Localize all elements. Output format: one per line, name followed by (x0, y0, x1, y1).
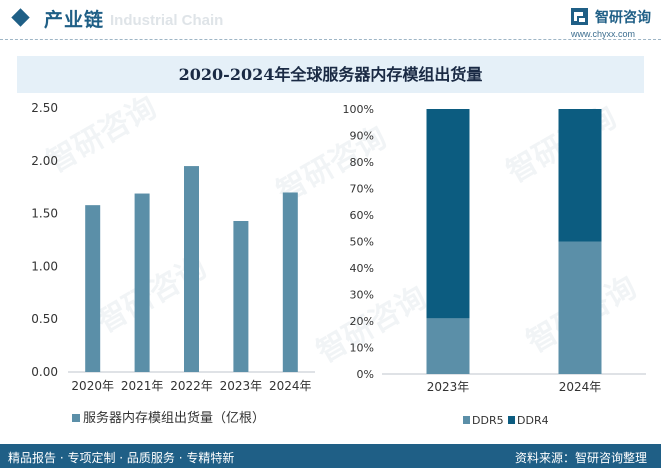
legend-swatch-ddr5 (463, 416, 470, 424)
page-footer: 精品报告 · 专项定制 · 品质服务 · 专精特新 资料来源：智研咨询整理 (0, 444, 661, 468)
y-tick-label: 1.00 (31, 259, 58, 273)
y-tick-label: 2.00 (31, 154, 58, 168)
chart-title-banner: 2020-2024年全球服务器内存模组出货量 (17, 56, 644, 93)
watermark-en: Industrial Chain (110, 12, 224, 29)
y-tick-label: 1.50 (31, 207, 58, 221)
bar-ddr5-2 (558, 241, 602, 374)
y-tick-label: 50% (350, 236, 374, 249)
y-tick-label: 60% (350, 209, 374, 222)
y-tick-label: 100% (343, 103, 374, 116)
brand-url[interactable]: www.chyxx.com (571, 29, 636, 39)
y-tick-label: 2.50 (31, 101, 58, 115)
x-tick-label: 2020年 (71, 379, 114, 393)
bar-1 (85, 205, 101, 372)
bar-3 (184, 166, 199, 372)
legend-label: 服务器内存模组出货量（亿根） (83, 410, 265, 426)
shipment-bar-chart: 0.00 0.50 1.00 1.50 2.00 2.50 2020年 2021年 2022年 2… (31, 101, 315, 426)
footer-source: 资料来源：智研咨询整理 (514, 451, 647, 465)
y-tick-label: 0.50 (31, 312, 58, 326)
x-tick-label: 2022年 (170, 379, 213, 393)
ddr-share-stacked-chart: 0% 10% 20% 30% 40% 50% 60% 70% 80% 90% 100% 2023年 20… (343, 103, 646, 427)
x-tick-label: 2023年 (427, 380, 470, 394)
x-tick-label: 2024年 (559, 380, 602, 394)
brand-logo-icon (571, 8, 588, 25)
bar-4 (233, 220, 249, 372)
bar-5 (282, 192, 298, 372)
y-tick-label: 90% (350, 130, 374, 143)
bar-ddr4-1 (426, 109, 470, 319)
bar-2 (134, 193, 150, 372)
y-tick-label: 0.00 (31, 365, 58, 379)
chart-title: 2020-2024年全球服务器内存模组出货量 (178, 65, 483, 84)
bar-ddr4-2 (558, 109, 602, 242)
brand-name: 智研咨询 (595, 10, 651, 26)
section-title: 产业链 (44, 9, 105, 31)
y-tick-label: 0% (357, 368, 374, 381)
y-tick-label: 20% (350, 315, 374, 328)
legend-label-ddr4: DDR4 (517, 414, 549, 427)
header-divider (0, 39, 661, 40)
y-tick-label: 40% (350, 262, 374, 275)
x-tick-label: 2021年 (121, 379, 164, 393)
x-tick-label: 2023年 (220, 379, 263, 393)
y-tick-label: 30% (350, 289, 374, 302)
x-tick-label: 2024年 (269, 379, 312, 393)
legend-label-ddr5: DDR5 (472, 414, 504, 427)
legend-swatch-ddr4 (508, 416, 515, 424)
y-tick-label: 80% (350, 156, 374, 169)
diamond-icon (11, 8, 30, 27)
footer-tagline: 精品报告 · 专项定制 · 品质服务 · 专精特新 (8, 451, 235, 465)
y-tick-label: 10% (350, 342, 374, 355)
legend-swatch (72, 414, 80, 422)
page-header: 产业链 Industrial Chain 智研咨询 www.chyxx.com (0, 0, 661, 44)
y-tick-label: 70% (350, 183, 374, 196)
bar-ddr5-1 (426, 318, 470, 374)
